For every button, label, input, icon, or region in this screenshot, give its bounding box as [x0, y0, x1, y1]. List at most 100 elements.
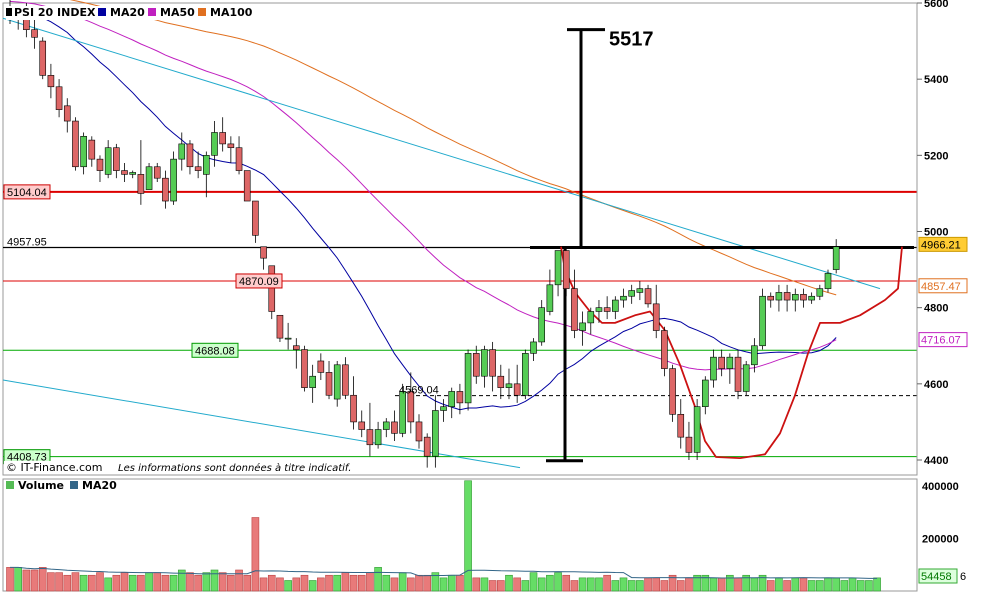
volume-bar	[668, 574, 677, 592]
y-tick-label: 4400	[924, 455, 948, 467]
candle-body	[620, 295, 627, 301]
copyright-text: © IT-Finance.com	[6, 461, 103, 474]
volume-bar	[145, 572, 153, 592]
right-tag-box	[918, 236, 968, 252]
volume-bar	[709, 577, 718, 592]
volume-bar	[636, 580, 644, 592]
candle-body	[587, 311, 595, 324]
candle-body	[178, 143, 186, 160]
volume-bar	[807, 580, 816, 592]
volume-bar	[758, 574, 767, 592]
level-label-text: 4569.04	[399, 385, 439, 397]
right-tag-value: 4716.07	[921, 335, 961, 347]
candle-body	[783, 292, 791, 301]
candle-body	[47, 75, 55, 88]
legend-volume-ma20: MA20	[82, 479, 117, 492]
volume-bar	[644, 577, 652, 592]
level-label-box	[3, 184, 51, 200]
candle-body	[211, 132, 218, 156]
candle-body	[374, 429, 382, 446]
volume-bar	[202, 572, 211, 592]
candle-body	[129, 172, 136, 175]
volume-bar	[382, 574, 391, 592]
candle-body	[571, 288, 578, 331]
candle-body	[391, 421, 398, 434]
volume-bar	[685, 577, 693, 592]
candle-body	[652, 303, 660, 331]
volume-bar	[873, 577, 881, 592]
volume-bar	[472, 577, 481, 592]
volume-bar	[652, 577, 661, 592]
volume-bar	[816, 580, 824, 592]
y-tick-label: 5400	[924, 74, 948, 86]
volume-bar	[488, 580, 497, 592]
volume-bar	[865, 580, 873, 592]
level-label-text: 4957.95	[7, 237, 47, 249]
y-tick-label: 4800	[924, 303, 948, 315]
volume-bar	[529, 572, 538, 592]
right-tag-value: 4857.47	[921, 281, 961, 293]
volume-bar	[186, 572, 194, 592]
candle-body	[710, 356, 717, 381]
volume-bar	[30, 569, 39, 592]
volume-bar	[104, 577, 112, 592]
y-tick-label: 4600	[924, 379, 948, 391]
volume-bar	[128, 574, 137, 592]
level-labels: 54458 6 5104.04 4957.95 4870.09 4688.08 4569.0…	[3, 184, 968, 584]
y-axis: 4400 4600 4800 5000 5200 5400 5600 200000 400000	[916, 0, 959, 546]
candle-body	[186, 143, 194, 168]
volume-bar	[308, 580, 317, 592]
candle-body	[595, 307, 603, 312]
candle-body	[203, 155, 210, 175]
footer: © IT-Finance.com Les informations sont d…	[4, 461, 364, 474]
legend-ma50: MA50	[160, 6, 195, 19]
volume-bar	[267, 574, 276, 592]
candle-body	[505, 383, 513, 388]
volume-legend: Volume MA20	[6, 479, 117, 492]
volume-bar	[357, 574, 366, 592]
candle-body	[432, 410, 439, 457]
volume-bar	[366, 572, 374, 592]
volume-bar	[300, 574, 309, 592]
right-tag-box	[918, 278, 968, 294]
volume-bar	[276, 577, 284, 592]
candle-body	[489, 349, 496, 377]
volume-bar	[734, 577, 742, 592]
candle-body	[661, 330, 668, 369]
volume-bar	[766, 580, 775, 592]
volume-bar	[227, 574, 235, 592]
candle-body	[612, 299, 619, 312]
volume-bar	[243, 574, 252, 592]
volume-bar	[439, 577, 448, 592]
candle-body	[522, 353, 529, 396]
volume-bar	[38, 567, 47, 592]
candle-body	[554, 250, 562, 286]
volume-bar	[194, 574, 202, 592]
volume-bar	[701, 574, 710, 592]
volume-bars	[6, 480, 881, 592]
candle-body	[243, 170, 251, 202]
volume-bar	[63, 574, 72, 592]
candle-body	[235, 147, 243, 171]
candle-body	[497, 375, 505, 388]
candle-body	[121, 170, 128, 175]
disclaimer-text: Les informations sont données à titre in…	[118, 462, 351, 474]
y-tick-label: 5200	[924, 150, 948, 162]
legend-ma100: MA100	[210, 6, 253, 19]
volume-bar	[693, 574, 701, 592]
candle-body	[333, 364, 341, 400]
volume-bar	[521, 580, 530, 592]
candle-body	[137, 174, 145, 194]
candle-body	[832, 246, 840, 270]
volume-bar	[595, 577, 603, 592]
candle-body	[816, 288, 824, 297]
candle-body	[636, 288, 644, 293]
volume-bar	[742, 574, 751, 592]
volume-bar	[407, 577, 415, 592]
volume-bar	[783, 580, 791, 592]
volume-bar	[177, 569, 186, 592]
candle-body	[759, 295, 766, 347]
candle-body	[227, 143, 235, 149]
volume-bar	[137, 574, 145, 592]
